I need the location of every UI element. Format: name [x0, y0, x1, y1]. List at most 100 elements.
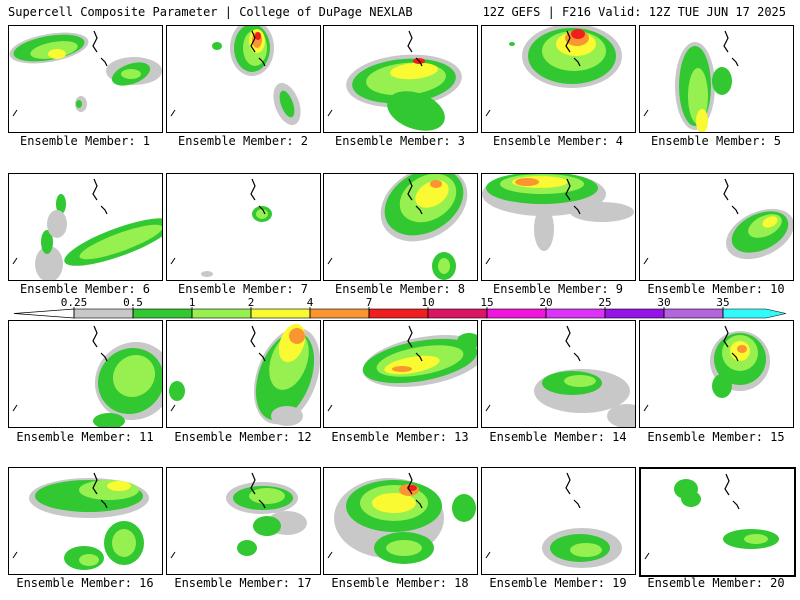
legend-tick-label: 0.5 [123, 296, 143, 309]
ensemble-member-map-20[interactable] [639, 467, 796, 577]
coastline [485, 404, 491, 412]
legend-color-swatch [486, 308, 547, 319]
ensemble-member-label: Ensemble Member: 10 [647, 282, 785, 296]
coastline [327, 257, 333, 265]
legend-tick-label: 20 [539, 296, 552, 309]
coastline [170, 109, 176, 117]
legend-color-swatch [545, 308, 606, 319]
island-outline [573, 352, 581, 362]
scp-contour-fill [737, 345, 747, 353]
ensemble-member-map-1[interactable] [8, 25, 163, 133]
island-outline [258, 57, 266, 67]
island-outline [573, 205, 581, 215]
ensemble-member-map-13[interactable] [323, 320, 478, 428]
ensemble-member-label: Ensemble Member: 7 [177, 282, 309, 296]
ensemble-member-map-12[interactable] [166, 320, 321, 428]
coastline [12, 404, 18, 412]
scp-contour-fill [571, 29, 585, 39]
ensemble-member-map-8[interactable] [323, 173, 478, 281]
ensemble-member-map-14[interactable] [481, 320, 636, 428]
scp-field-map [643, 178, 793, 265]
coastline [12, 257, 18, 265]
ensemble-member-label: Ensemble Member: 19 [489, 576, 627, 590]
scp-contour-fill [570, 202, 634, 222]
island-outline [731, 205, 739, 215]
legend-tick-label: 30 [657, 296, 670, 309]
scp-contour-fill [255, 32, 261, 40]
ensemble-member-label: Ensemble Member: 13 [331, 430, 469, 444]
scp-field-map [327, 472, 476, 564]
island-outline [100, 57, 108, 67]
coastline [485, 109, 491, 117]
run-valid-time: 12Z GEFS | F216 Valid: 12Z TUE JUN 17 20… [482, 5, 786, 19]
coastline [565, 30, 571, 53]
ensemble-member-map-3[interactable] [323, 25, 478, 133]
scp-contour-fill [564, 375, 596, 387]
legend-tick-label: 10 [421, 296, 434, 309]
ensemble-member-map-9[interactable] [481, 173, 636, 281]
scp-field-map [485, 325, 635, 427]
ensemble-member-map-6[interactable] [8, 173, 163, 281]
legend-tick-label: 1 [189, 296, 196, 309]
scp-field-map [170, 178, 272, 277]
legend-low-arrow [13, 308, 75, 319]
scp-field-map [327, 30, 462, 131]
coastline [92, 178, 98, 201]
legend-color-swatch [368, 308, 429, 319]
scp-contour-fill [79, 554, 99, 566]
island-outline [731, 57, 739, 67]
ensemble-member-map-16[interactable] [8, 467, 163, 575]
ensemble-member-map-11[interactable] [8, 320, 163, 428]
island-outline [258, 352, 266, 362]
ensemble-member-map-17[interactable] [166, 467, 321, 575]
ensemble-member-map-18[interactable] [323, 467, 478, 575]
scp-contour-fill [48, 49, 66, 59]
scp-contour-fill [390, 62, 438, 80]
ensemble-member-map-4[interactable] [481, 25, 636, 133]
coastline [643, 257, 649, 265]
ensemble-member-label: Ensemble Member: 5 [650, 134, 782, 148]
ensemble-member-label: Ensemble Member: 18 [331, 576, 469, 590]
coastline [92, 325, 98, 348]
scp-contour-fill [41, 230, 53, 254]
scp-contour-fill [237, 540, 257, 556]
ensemble-member-map-7[interactable] [166, 173, 321, 281]
ensemble-member-label: Ensemble Member: 2 [177, 134, 309, 148]
island-outline [573, 499, 581, 509]
legend-color-swatch [191, 308, 252, 319]
scp-contour-fill [169, 381, 185, 401]
island-outline [415, 57, 423, 67]
coastline [485, 551, 491, 559]
ensemble-member-label: Ensemble Member: 1 [19, 134, 151, 148]
coastline [723, 325, 729, 348]
scp-contour-fill [76, 100, 82, 108]
ensemble-member-map-5[interactable] [639, 25, 794, 133]
ensemble-member-map-15[interactable] [639, 320, 794, 428]
coastline [565, 325, 571, 348]
coastline [250, 178, 256, 201]
ensemble-member-map-2[interactable] [166, 25, 321, 133]
coastline [407, 30, 413, 53]
scp-contour-fill [79, 224, 162, 260]
ensemble-member-label: Ensemble Member: 9 [492, 282, 624, 296]
scp-field-map [644, 473, 779, 560]
coastline [12, 109, 18, 117]
island-outline [258, 205, 266, 215]
ensemble-member-map-10[interactable] [639, 173, 794, 281]
coastline [723, 30, 729, 53]
island-outline [415, 205, 423, 215]
legend-color-swatch [427, 308, 488, 319]
scp-field-map [169, 323, 320, 426]
scp-contour-fill [712, 67, 732, 95]
legend-tick-label: 0.25 [61, 296, 88, 309]
ensemble-member-label: Ensemble Member: 12 [174, 430, 312, 444]
island-outline [415, 352, 423, 362]
legend-color-swatch [309, 308, 370, 319]
ensemble-member-label: Ensemble Member: 3 [334, 134, 466, 148]
ensemble-member-map-19[interactable] [481, 467, 636, 575]
scp-contour-fill [509, 42, 515, 46]
ensemble-member-label: Ensemble Member: 16 [16, 576, 154, 590]
island-outline [731, 352, 739, 362]
legend-tick-label: 15 [480, 296, 493, 309]
legend-tick-label: 25 [598, 296, 611, 309]
